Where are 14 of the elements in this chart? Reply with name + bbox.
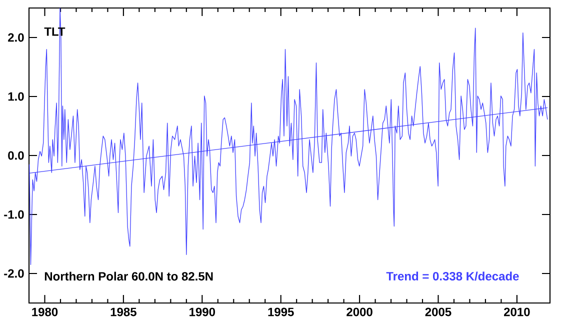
x-tick-label: 1995	[268, 308, 294, 316]
y-tick-label: 0.0	[8, 151, 24, 160]
x-tick-label: 1990	[190, 308, 216, 316]
x-tick-label: 2010	[504, 308, 530, 316]
y-tick-label: -1.0	[4, 210, 24, 219]
x-tick-label: 1985	[110, 308, 136, 316]
x-tick-label: 1980	[32, 308, 58, 316]
y-tick-label: 2.0	[8, 33, 24, 42]
x-tick-label: 2005	[425, 308, 452, 316]
y-tick-label: 1.0	[8, 92, 24, 101]
annotation: Northern Polar 60.0N to 82.5N	[44, 272, 213, 281]
y-tick-label: -2.0	[4, 269, 24, 278]
annotation: Trend = 0.338 K/decade	[386, 272, 519, 281]
x-tick-label: 2000	[346, 308, 372, 316]
